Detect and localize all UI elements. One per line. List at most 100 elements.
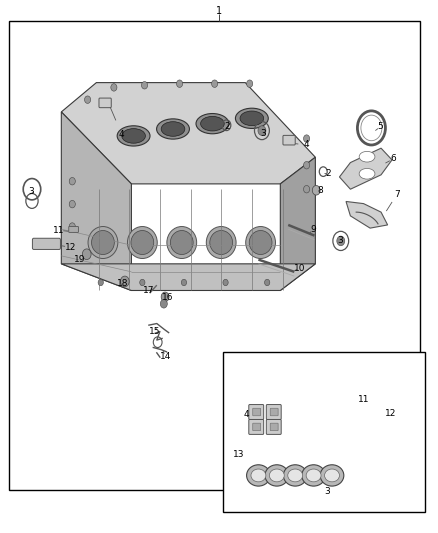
Text: 1: 1 [216, 6, 222, 15]
Ellipse shape [157, 119, 190, 139]
Bar [9, 21, 420, 490]
Circle shape [212, 80, 218, 87]
Text: 7: 7 [394, 190, 400, 199]
Text: 4: 4 [119, 130, 124, 139]
Polygon shape [346, 201, 388, 228]
Text: 4: 4 [304, 141, 309, 149]
Text: 9: 9 [311, 225, 317, 233]
Ellipse shape [117, 126, 150, 146]
Ellipse shape [127, 227, 157, 259]
Text: 15: 15 [149, 327, 161, 336]
Circle shape [161, 292, 169, 302]
Circle shape [69, 200, 75, 208]
Ellipse shape [246, 227, 276, 259]
Ellipse shape [88, 227, 118, 259]
FancyBboxPatch shape [270, 408, 278, 416]
Circle shape [304, 135, 310, 142]
FancyBboxPatch shape [69, 227, 78, 232]
FancyBboxPatch shape [283, 135, 295, 145]
Ellipse shape [269, 469, 284, 482]
Ellipse shape [131, 230, 154, 255]
Circle shape [160, 300, 167, 308]
FancyBboxPatch shape [266, 405, 281, 419]
Ellipse shape [201, 116, 224, 131]
Text: 3: 3 [260, 129, 266, 138]
Bar [223, 352, 425, 512]
Circle shape [82, 249, 91, 260]
Ellipse shape [302, 465, 325, 486]
Circle shape [223, 279, 228, 286]
Text: 8: 8 [318, 187, 324, 195]
Ellipse shape [122, 128, 145, 143]
FancyBboxPatch shape [253, 408, 261, 416]
Ellipse shape [325, 469, 339, 482]
Ellipse shape [320, 465, 344, 486]
Circle shape [85, 96, 91, 103]
Ellipse shape [206, 227, 236, 259]
Text: 2: 2 [224, 123, 230, 131]
Ellipse shape [161, 122, 185, 136]
Text: 14: 14 [160, 352, 171, 360]
Ellipse shape [251, 469, 266, 482]
Text: 2: 2 [326, 169, 331, 177]
Ellipse shape [247, 465, 270, 486]
Circle shape [181, 279, 187, 286]
FancyBboxPatch shape [32, 238, 60, 249]
Ellipse shape [210, 230, 233, 255]
Circle shape [337, 236, 345, 246]
FancyBboxPatch shape [99, 98, 111, 108]
Text: 19: 19 [74, 255, 85, 263]
Circle shape [258, 126, 266, 135]
Ellipse shape [92, 230, 114, 255]
FancyBboxPatch shape [253, 423, 261, 431]
Text: 18: 18 [117, 279, 128, 288]
Circle shape [265, 279, 270, 286]
Text: 3: 3 [337, 237, 343, 245]
Text: 12: 12 [385, 409, 396, 418]
Text: 11: 11 [53, 226, 65, 235]
Text: 10: 10 [294, 264, 305, 272]
Circle shape [304, 161, 310, 169]
Circle shape [98, 279, 103, 286]
FancyBboxPatch shape [249, 405, 264, 419]
Ellipse shape [167, 227, 197, 259]
Circle shape [312, 185, 320, 195]
Circle shape [140, 279, 145, 286]
Ellipse shape [306, 469, 321, 482]
Ellipse shape [240, 111, 264, 126]
Text: 13: 13 [233, 450, 244, 458]
Text: 11: 11 [358, 395, 369, 404]
Circle shape [111, 84, 117, 91]
Circle shape [177, 80, 183, 87]
FancyBboxPatch shape [266, 419, 281, 434]
Ellipse shape [288, 469, 303, 482]
Polygon shape [61, 112, 131, 290]
Text: 4: 4 [244, 410, 249, 419]
FancyBboxPatch shape [249, 419, 264, 434]
Ellipse shape [359, 151, 375, 162]
Ellipse shape [249, 230, 272, 255]
Circle shape [304, 185, 310, 193]
Ellipse shape [170, 230, 193, 255]
Circle shape [120, 276, 129, 287]
Text: 16: 16 [162, 293, 174, 302]
Circle shape [69, 223, 75, 230]
Ellipse shape [196, 114, 229, 134]
Polygon shape [61, 264, 315, 290]
Text: 17: 17 [143, 286, 155, 295]
Ellipse shape [359, 168, 375, 179]
Text: 3: 3 [28, 188, 34, 196]
Ellipse shape [283, 465, 307, 486]
Text: 3: 3 [325, 487, 331, 496]
Circle shape [69, 177, 75, 185]
Polygon shape [339, 148, 392, 189]
Polygon shape [280, 157, 315, 290]
Text: 6: 6 [390, 155, 396, 163]
Ellipse shape [235, 108, 268, 128]
Polygon shape [61, 83, 315, 184]
FancyBboxPatch shape [270, 423, 278, 431]
Circle shape [141, 82, 148, 89]
Circle shape [247, 80, 253, 87]
Text: 5: 5 [377, 123, 383, 131]
Text: 12: 12 [65, 243, 77, 252]
